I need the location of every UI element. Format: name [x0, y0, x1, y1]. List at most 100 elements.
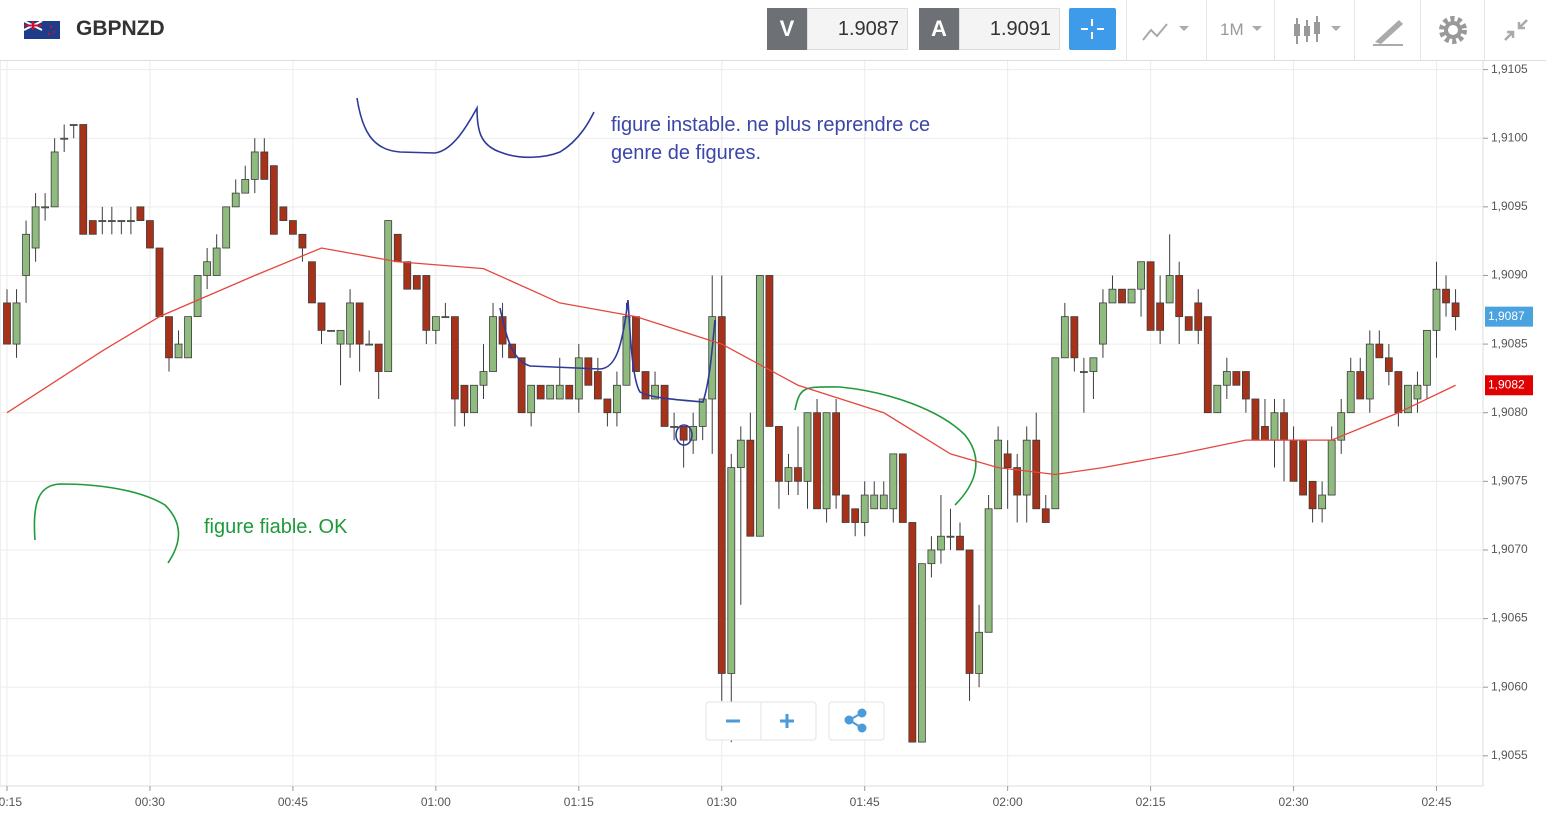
candle-up	[1127, 288, 1136, 304]
symbol: GBPNZD	[76, 17, 165, 40]
bid[interactable]: 1.9087	[807, 8, 908, 50]
candle-up	[822, 412, 831, 510]
candle-up	[1222, 371, 1231, 386]
candle-up	[574, 357, 583, 400]
candle-down	[1356, 371, 1365, 400]
candle-up	[946, 535, 955, 538]
ask[interactable]: 1.9091	[959, 8, 1060, 50]
zoom-in[interactable]	[780, 714, 794, 728]
x-tick-label: 02:15	[1136, 795, 1166, 809]
candle-up	[1060, 316, 1069, 359]
candle-up	[346, 302, 354, 345]
candle-down	[1375, 343, 1384, 359]
settings[interactable]	[1420, 0, 1485, 60]
period[interactable]: 1M	[1206, 0, 1275, 60]
candle-up	[479, 371, 488, 386]
candle-up	[193, 275, 202, 318]
y-tick-label: 1,9060	[1491, 679, 1528, 693]
candle-up	[736, 439, 745, 469]
zoom-controls	[705, 701, 885, 741]
flag	[24, 21, 60, 39]
candle-up	[927, 549, 936, 565]
chart-type[interactable]	[1126, 0, 1207, 60]
candle-up	[1079, 371, 1088, 373]
candle-down	[1280, 412, 1288, 441]
candle-down	[1118, 288, 1126, 304]
candle-up	[1404, 384, 1412, 414]
annotation: genre de figures.	[611, 142, 761, 164]
candle-up	[1432, 288, 1441, 331]
candle-down	[1442, 288, 1450, 304]
candle-down	[136, 206, 145, 221]
grid	[0, 60, 1483, 786]
candle-up	[917, 563, 926, 743]
candle-down	[1175, 275, 1184, 318]
candle-down	[403, 261, 412, 290]
y-tick-label: 1,9075	[1491, 473, 1528, 487]
candle-up	[975, 631, 983, 674]
candle-down	[1232, 371, 1241, 386]
candle-down	[1003, 453, 1012, 469]
candle-down	[565, 384, 574, 400]
hand-stroke	[356, 97, 595, 159]
candle-up	[107, 220, 116, 222]
x-tick-label: 00:30	[135, 795, 165, 809]
candle-down	[593, 371, 602, 400]
candle-down	[1194, 302, 1203, 331]
hand-circle	[675, 424, 693, 446]
collapse[interactable]	[1484, 0, 1546, 60]
candle-down	[832, 412, 841, 496]
candle-up	[784, 467, 793, 482]
candle-up	[1270, 412, 1279, 441]
candle-up	[1137, 261, 1145, 290]
annotation: figure fiable. OK	[204, 516, 348, 538]
x-tick-label: 01:15	[564, 795, 594, 809]
candle-down	[851, 508, 860, 523]
candle-up	[546, 384, 555, 400]
candle-down	[269, 165, 278, 235]
candle-up	[1413, 384, 1422, 400]
candle-down	[965, 549, 974, 674]
candle-up	[31, 206, 40, 249]
period-label: 1M	[1220, 20, 1244, 39]
candle-down	[1146, 261, 1155, 331]
candle-down	[1070, 316, 1079, 359]
hand-stroke	[33, 483, 180, 564]
share[interactable]	[844, 708, 867, 733]
y-tick-label: 1,9085	[1491, 336, 1528, 350]
y-tick-label: 1,9105	[1491, 62, 1528, 76]
candle-up	[1051, 357, 1060, 510]
candle-down	[1451, 302, 1460, 318]
candle-down	[1184, 316, 1193, 331]
candle-type[interactable]	[1274, 0, 1355, 60]
candle-down	[1289, 439, 1298, 482]
draw-tool[interactable]	[1354, 0, 1421, 60]
candle-up	[555, 384, 564, 400]
candle-up	[69, 124, 78, 126]
candle-up	[1165, 275, 1174, 304]
candle-up	[613, 384, 621, 414]
candle-down	[765, 275, 774, 427]
candle-up	[698, 398, 707, 427]
candle-down	[451, 316, 459, 400]
candle-up	[937, 535, 945, 551]
candle-down	[1394, 371, 1403, 414]
candle-down	[641, 371, 650, 400]
candle-down	[1299, 439, 1307, 496]
candle-up	[184, 316, 192, 359]
candle-down	[1251, 398, 1260, 441]
y-tick-label: 1,9100	[1491, 130, 1528, 144]
crosshair-button[interactable]	[1069, 8, 1116, 50]
x-tick-label: 00:15	[0, 795, 22, 809]
candle-down	[1261, 426, 1269, 441]
x-tick-label: 01:00	[421, 795, 451, 809]
price-marker	[1485, 306, 1533, 327]
candle-down	[422, 275, 431, 331]
candle-down	[517, 357, 526, 414]
candle-up	[755, 275, 764, 537]
candle-up	[470, 384, 478, 414]
candle-down	[536, 384, 545, 400]
candle-up	[889, 453, 898, 510]
price-marker-label: 1,9082	[1488, 377, 1525, 391]
